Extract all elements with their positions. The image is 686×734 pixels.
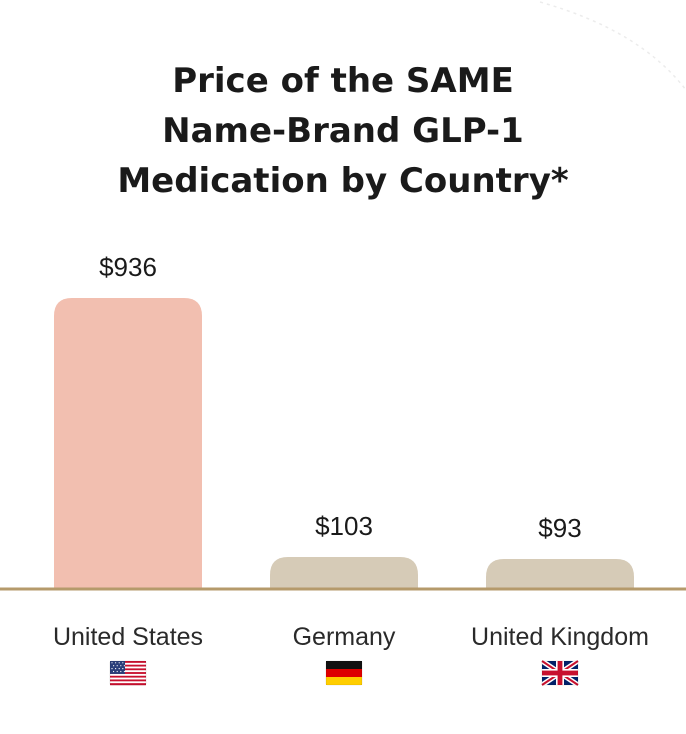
bar-germany	[270, 556, 418, 589]
bars-group	[54, 298, 634, 589]
value-label-germany: $103	[315, 511, 373, 541]
bar-united-states	[54, 298, 202, 589]
category-label-germany: Germany	[293, 623, 396, 651]
category-label-united-kingdom: United Kingdom	[471, 623, 649, 651]
chart-title-line-1: Price of the SAME	[172, 61, 514, 101]
chart-title-line-2: Name-Brand GLP-1	[162, 111, 524, 151]
value-label-united-states: $936	[99, 252, 157, 282]
us-flag-icon	[109, 660, 147, 686]
flags-group	[109, 658, 580, 688]
labels-group: $936 United States $103 Germany $93 United Ki…	[53, 252, 649, 651]
germany-flag-icon	[325, 660, 363, 686]
chart-title: Price of the SAME Name-Brand GLP-1 Medic…	[0, 56, 686, 206]
bar-united-kingdom	[486, 559, 634, 589]
category-label-united-states: United States	[53, 623, 203, 651]
uk-flag-icon	[540, 658, 580, 688]
chart-title-line-3: Medication by Country*	[117, 161, 569, 201]
value-label-united-kingdom: $93	[538, 513, 581, 543]
